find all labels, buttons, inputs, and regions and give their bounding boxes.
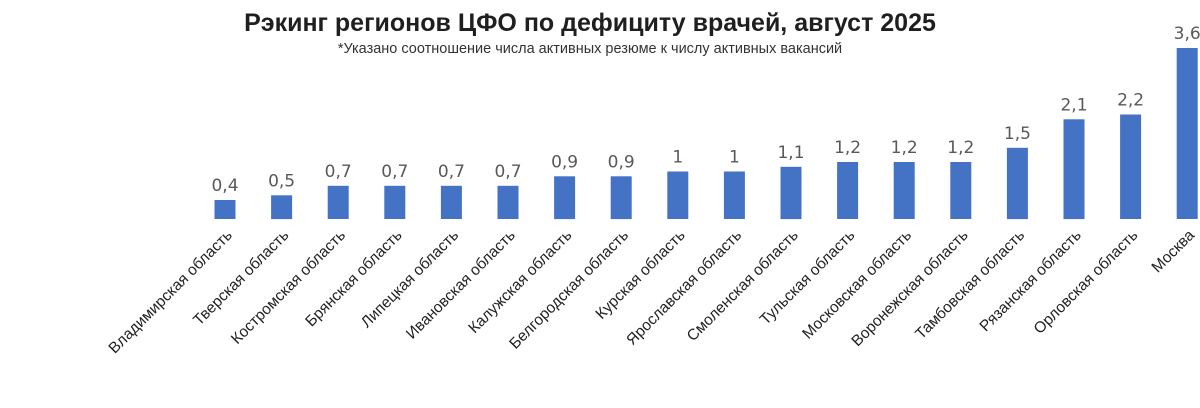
data-label: 0,9 (608, 152, 635, 172)
category-label: Орловская область (1031, 227, 1142, 338)
bar (384, 185, 406, 219)
data-label: 3,6 (1174, 24, 1200, 44)
bar (837, 162, 859, 219)
data-label: 0,7 (325, 162, 352, 182)
data-label: 0,5 (268, 171, 295, 191)
bar (271, 195, 293, 220)
data-label: 2,1 (1060, 95, 1087, 115)
category-label: Московская область (799, 227, 915, 343)
data-label: 1 (729, 148, 740, 168)
category-label: Брянская область (302, 227, 405, 330)
bars-group (214, 48, 1198, 220)
data-label: 1 (672, 148, 683, 168)
bar (554, 176, 576, 220)
bar (610, 176, 632, 220)
bar (497, 185, 519, 219)
category-label: Москва (1149, 227, 1199, 277)
category-label: Ивановская область (403, 227, 519, 343)
category-label: Тамбовская область (912, 227, 1028, 343)
category-label: Тульская область (757, 227, 859, 329)
data-label: 1,2 (891, 138, 918, 158)
category-label: Калужская область (465, 227, 575, 337)
bar (893, 162, 915, 219)
category-label: Ярославская область (623, 227, 745, 349)
bar (214, 200, 236, 219)
bar (1176, 48, 1198, 219)
category-label: Тверская область (190, 227, 292, 329)
data-labels-group: 0,4 0,5 0,7 0,7 0,7 0,7 0,9 0,9 1 1 1,1 1,2 1,2 1,2 1,… (211, 24, 1200, 196)
bar (780, 166, 802, 220)
bar (667, 171, 689, 219)
bar (440, 185, 462, 219)
chart-title: Рэкинг регионов ЦФО по дефициту врачей, … (244, 9, 936, 37)
category-label: Костромская область (228, 227, 349, 348)
data-label: 1,1 (777, 143, 804, 163)
data-label: 0,7 (381, 162, 408, 182)
data-label: 0,7 (438, 162, 465, 182)
data-label: 2,2 (1117, 91, 1144, 111)
category-label: Смоленская область (684, 227, 802, 345)
data-label: 1,5 (1004, 124, 1031, 144)
data-label: 0,9 (551, 152, 578, 172)
bar (950, 162, 972, 219)
bar (1063, 119, 1085, 220)
data-label: 1,2 (834, 138, 861, 158)
category-label: Воронежская область (848, 227, 971, 350)
data-label: 0,4 (211, 176, 238, 196)
category-label: Рязанская область (977, 227, 1085, 335)
chart-subtitle: *Указано соотношение числа активных резю… (338, 41, 842, 57)
data-label: 0,7 (494, 162, 521, 182)
bar (1120, 114, 1142, 219)
bar (1006, 147, 1028, 220)
data-label: 1,2 (947, 138, 974, 158)
bar (327, 185, 349, 219)
bar (723, 171, 745, 219)
category-label: Липецкая область (358, 227, 462, 331)
